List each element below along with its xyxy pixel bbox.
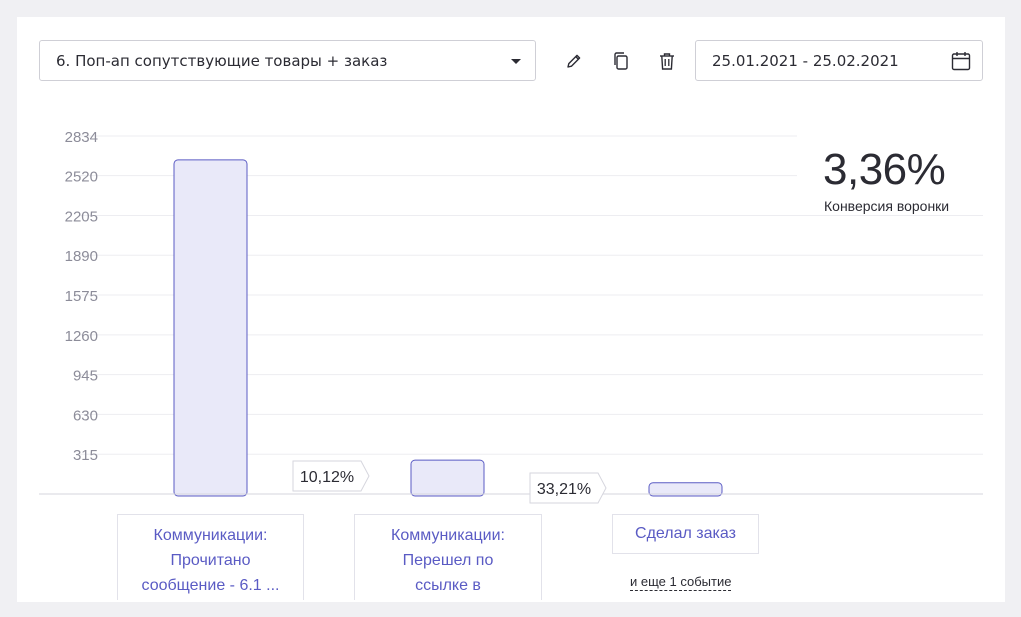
trash-icon — [660, 53, 674, 70]
chevron-down-icon — [511, 59, 521, 64]
funnel-conversion-label: Конверсия воронки — [824, 198, 950, 214]
funnel-bar — [648, 482, 723, 497]
date-range-value: 25.01.2021 - 25.02.2021 — [712, 51, 899, 70]
conversion-tag-shape — [292, 460, 370, 492]
stage-2-label-line3: ссылке в — [415, 577, 481, 594]
stage-card-2[interactable]: Коммуникации: Перешел по ссылке в — [354, 514, 542, 600]
conversion-rate-label: 33,21% — [537, 481, 591, 498]
stage-1-label-line1: Коммуникации: — [153, 527, 268, 544]
stage-2-label-line2: Перешел по — [402, 552, 494, 569]
stage-2-label-line1: Коммуникации: — [391, 527, 505, 544]
conversion-tag-shape — [529, 472, 607, 504]
copy-icon — [614, 52, 628, 70]
more-events-link[interactable]: и еще 1 событие — [630, 574, 732, 591]
stage-1-label-line2: Прочитано — [170, 552, 251, 569]
stage-card-1[interactable]: Коммуникации: Прочитано сообщение - 6.1 … — [117, 514, 304, 600]
funnel-select[interactable]: 6. Поп-ап сопутствующие товары + заказ — [39, 40, 536, 81]
conversion-rate-label: 10,12% — [300, 469, 354, 486]
edit-button[interactable] — [563, 50, 585, 72]
funnel-bar — [173, 159, 248, 497]
stage-1-label-line3: сообщение - 6.1 ... — [141, 577, 280, 594]
y-tick-label: 945 — [73, 368, 98, 385]
funnel-bar — [410, 459, 485, 497]
copy-button[interactable] — [610, 50, 632, 72]
y-tick-label: 1575 — [65, 288, 98, 305]
date-range-picker[interactable]: 25.01.2021 - 25.02.2021 — [695, 40, 983, 81]
conversion-tag: 33,21% — [529, 472, 607, 504]
y-tick-label: 2205 — [65, 208, 98, 225]
delete-button[interactable] — [656, 50, 678, 72]
y-tick-label: 315 — [73, 447, 98, 464]
stage-3-label: Сделал заказ — [635, 525, 736, 542]
conversion-tag: 10,12% — [292, 460, 370, 492]
funnel-select-value: 6. Поп-ап сопутствующие товары + заказ — [56, 51, 388, 70]
funnel-panel: 6. Поп-ап сопутствующие товары + заказ 2… — [17, 17, 1005, 602]
funnel-chart: 2834 2520 2205 1890 1575 1260 945 630 315 10,12% 3… — [39, 129, 983, 504]
stage-card-3[interactable]: Сделал заказ — [612, 514, 759, 554]
y-tick-label: 2834 — [65, 129, 98, 146]
y-tick-label: 1260 — [65, 328, 98, 345]
pencil-icon — [567, 54, 581, 68]
y-tick-label: 630 — [73, 407, 98, 424]
funnel-conversion-value: 3,36% — [823, 145, 946, 194]
y-tick-label: 2520 — [65, 169, 98, 186]
calendar-icon — [951, 52, 971, 71]
y-tick-label: 1890 — [65, 248, 98, 265]
